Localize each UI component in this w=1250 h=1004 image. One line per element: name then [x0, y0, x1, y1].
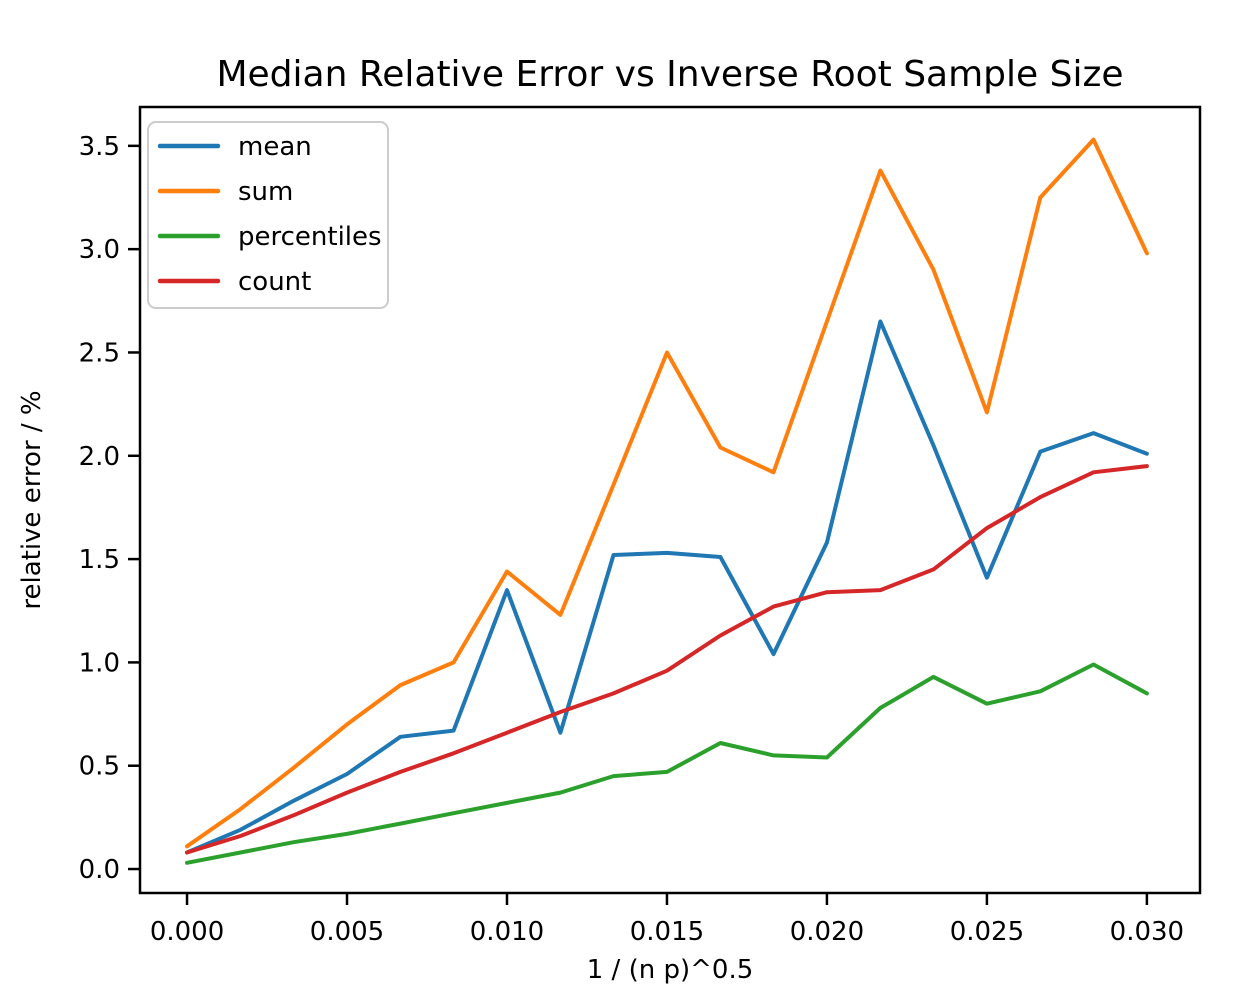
x-tick-label: 0.020	[790, 917, 864, 947]
series-line-sum	[185, 137, 1149, 849]
x-tick-label: 0.010	[470, 917, 544, 947]
legend-label-count: count	[238, 267, 311, 297]
series-lines	[185, 137, 1149, 865]
series-line-percentiles	[185, 662, 1149, 865]
y-tick-label: 2.0	[79, 442, 120, 472]
x-axis-label: 1 / (n p)^0.5	[587, 955, 754, 985]
x-tick-label: 0.025	[950, 917, 1024, 947]
y-axis-label: relative error / %	[17, 390, 47, 609]
y-tick-label: 2.5	[79, 338, 120, 368]
y-tick-label: 3.5	[79, 132, 120, 162]
y-tick-label: 0.0	[79, 855, 120, 885]
legend-box	[147, 121, 389, 309]
legend-label-mean: mean	[238, 132, 312, 162]
x-tick-label: 0.015	[630, 917, 704, 947]
y-tick-label: 3.0	[79, 235, 120, 265]
series-line-count	[185, 464, 1149, 855]
chart-title: Median Relative Error vs Inverse Root Sa…	[216, 54, 1123, 95]
x-tick-label: 0.000	[150, 917, 224, 947]
legend: mean sum percentiles count	[147, 121, 389, 309]
y-tick-label: 1.5	[79, 545, 120, 575]
y-tick-label: 0.5	[79, 752, 120, 782]
series-line-mean	[185, 319, 1149, 855]
legend-label-sum: sum	[238, 177, 293, 207]
x-tick-label: 0.005	[310, 917, 384, 947]
x-tick-label: 0.030	[1110, 917, 1184, 947]
axis-ticks: 0.000 0.005 0.010 0.015 0.020 0.025 0.030 0.0 0.…	[79, 132, 1184, 947]
y-tick-label: 1.0	[79, 648, 120, 678]
legend-label-percentiles: percentiles	[238, 222, 382, 252]
